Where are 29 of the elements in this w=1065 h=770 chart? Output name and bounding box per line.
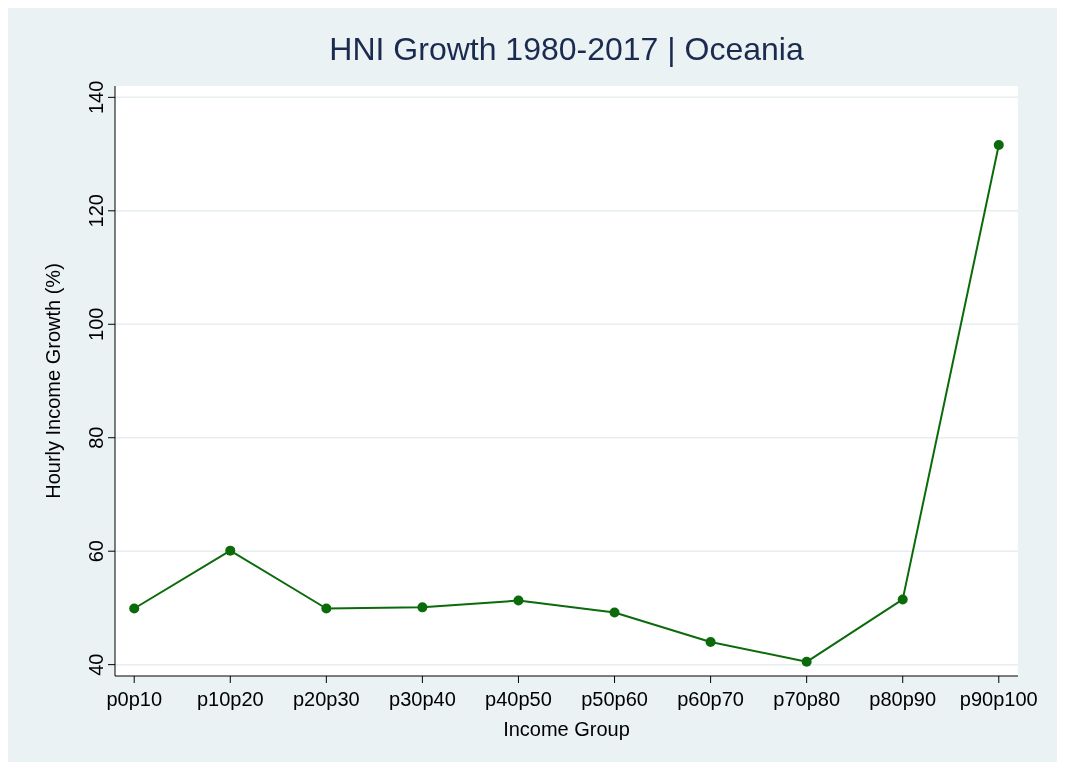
point <box>513 595 524 606</box>
x-tick-label: p50p60 <box>581 688 648 710</box>
y-tick-label: 60 <box>85 540 107 563</box>
chart-title: HNI Growth 1980-2017 | Oceania <box>329 31 804 67</box>
y-tick-label: 120 <box>85 194 107 228</box>
point <box>801 656 812 667</box>
x-tick-label: p20p30 <box>292 688 360 710</box>
x-tick-label: p90p100 <box>959 688 1038 710</box>
point <box>225 545 236 556</box>
point <box>417 602 428 613</box>
x-tick-label: p10p20 <box>196 688 264 710</box>
x-tick-label: p60p70 <box>677 688 744 710</box>
x-tick-label: p30p40 <box>389 688 456 710</box>
x-tick-label: p40p50 <box>485 688 552 710</box>
point <box>321 603 332 614</box>
y-tick-label: 80 <box>85 426 107 449</box>
y-axis-title: Hourly Income Growth (%) <box>42 263 64 499</box>
y-tick-label: 100 <box>85 307 107 341</box>
point <box>129 603 140 614</box>
y-tick-label: 40 <box>85 653 107 676</box>
point <box>705 636 716 647</box>
point <box>993 140 1004 150</box>
x-tick-label: p70p80 <box>773 688 841 710</box>
y-tick-label: 140 <box>85 80 107 115</box>
x-tick-label: p80p90 <box>869 688 937 710</box>
x-axis-title: Income Group <box>503 718 630 740</box>
point <box>897 594 908 605</box>
point <box>609 607 620 618</box>
x-tick-label: p0p10 <box>106 688 163 710</box>
